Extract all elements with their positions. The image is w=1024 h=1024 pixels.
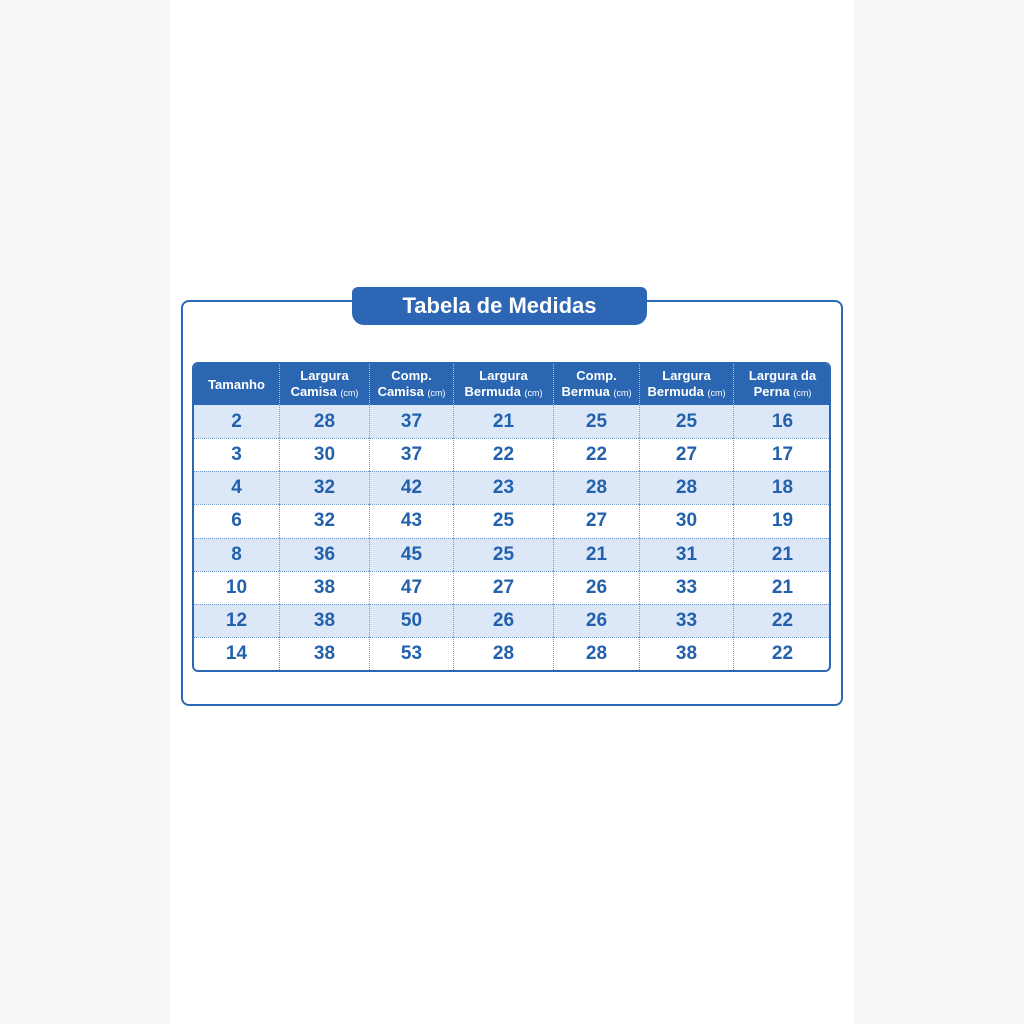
table-cell: 6 [194, 504, 279, 538]
table-cell: 22 [553, 438, 639, 472]
header-cell: Largura Bermuda (cm) [639, 364, 733, 405]
header-cell: Largura Bermuda (cm) [453, 364, 553, 405]
table-cell: 25 [639, 405, 733, 439]
header-text: Bermuda [464, 384, 521, 399]
table-cell: 3 [194, 438, 279, 472]
header-line: Tamanho [208, 376, 265, 392]
table-cell: 33 [639, 603, 733, 637]
table-cell: 28 [553, 636, 639, 670]
header-text: Camisa [377, 384, 424, 399]
table-cell: 38 [279, 570, 369, 604]
table-cell: 28 [553, 471, 639, 505]
table-cell: 26 [453, 603, 553, 637]
table-cell: 31 [639, 537, 733, 571]
table-cell: 42 [369, 471, 453, 505]
table-cell: 28 [639, 471, 733, 505]
header-line: Bermuda (cm) [648, 384, 726, 401]
table-cell: 38 [279, 603, 369, 637]
header-text: Camisa [290, 384, 337, 399]
header-cell: Largura Camisa (cm) [279, 364, 369, 405]
table-cell: 25 [553, 405, 639, 439]
title: Tabela de Medidas [352, 287, 647, 325]
size-table: Tamanho Largura Camisa (cm) Comp. Camisa (cm… [192, 362, 831, 672]
table-cell: 22 [733, 636, 829, 670]
header-cell: Tamanho [194, 364, 279, 405]
header-line: Largura [479, 368, 528, 383]
table-cell: 32 [279, 471, 369, 505]
header-text: Perna [753, 384, 790, 399]
table-cell: 36 [279, 537, 369, 571]
table-cell: 25 [453, 537, 553, 571]
header-text: Bermuda [647, 384, 704, 399]
table-cell: 26 [553, 570, 639, 604]
table-cell: 14 [194, 636, 279, 670]
table-cell: 2 [194, 405, 279, 439]
header-line: Largura [662, 368, 711, 383]
table-cell: 32 [279, 504, 369, 538]
header-line: Largura [300, 368, 349, 383]
table-cell: 50 [369, 603, 453, 637]
header-line: Camisa (cm) [378, 384, 446, 401]
header-text: Bermua [561, 384, 610, 399]
table-cell: 28 [453, 636, 553, 670]
header-line: Perna (cm) [754, 384, 812, 401]
table-cell: 18 [733, 471, 829, 505]
table-cell: 22 [733, 603, 829, 637]
table-cell: 27 [453, 570, 553, 604]
table-cell: 21 [553, 537, 639, 571]
table-cell: 38 [639, 636, 733, 670]
header-line: Bermua (cm) [561, 384, 631, 401]
header-unit: (cm) [793, 388, 812, 398]
table-cell: 45 [369, 537, 453, 571]
header-cell: Comp. Bermua (cm) [553, 364, 639, 405]
table-cell: 12 [194, 603, 279, 637]
header-line: Camisa (cm) [291, 384, 359, 401]
table-cell: 4 [194, 471, 279, 505]
header-unit: (cm) [613, 388, 632, 398]
table-cell: 47 [369, 570, 453, 604]
table-cell: 8 [194, 537, 279, 571]
table-cell: 27 [639, 438, 733, 472]
table-cell: 22 [453, 438, 553, 472]
table-cell: 37 [369, 405, 453, 439]
table-cell: 21 [733, 537, 829, 571]
header-line: Comp. [391, 368, 432, 383]
header-line: Bermuda (cm) [465, 384, 543, 401]
table-cell: 33 [639, 570, 733, 604]
header-line: Comp. [576, 368, 617, 383]
header-cell: Largura da Perna (cm) [733, 364, 829, 405]
table-cell: 16 [733, 405, 829, 439]
table-cell: 30 [279, 438, 369, 472]
table-cell: 26 [553, 603, 639, 637]
header-unit: (cm) [340, 388, 359, 398]
table-cell: 28 [279, 405, 369, 439]
table-cell: 27 [553, 504, 639, 538]
table-cell: 21 [733, 570, 829, 604]
table-cell: 30 [639, 504, 733, 538]
table-cell: 17 [733, 438, 829, 472]
table-cell: 37 [369, 438, 453, 472]
table-cell: 25 [453, 504, 553, 538]
header-unit: (cm) [524, 388, 543, 398]
table-cell: 38 [279, 636, 369, 670]
table-cell: 23 [453, 471, 553, 505]
table-cell: 10 [194, 570, 279, 604]
header-unit: (cm) [707, 388, 726, 398]
header-cell: Comp. Camisa (cm) [369, 364, 453, 405]
table-cell: 19 [733, 504, 829, 538]
table-cell: 43 [369, 504, 453, 538]
table-cell: 53 [369, 636, 453, 670]
header-unit: (cm) [427, 388, 446, 398]
table-cell: 21 [453, 405, 553, 439]
header-line: Largura da [748, 368, 817, 383]
